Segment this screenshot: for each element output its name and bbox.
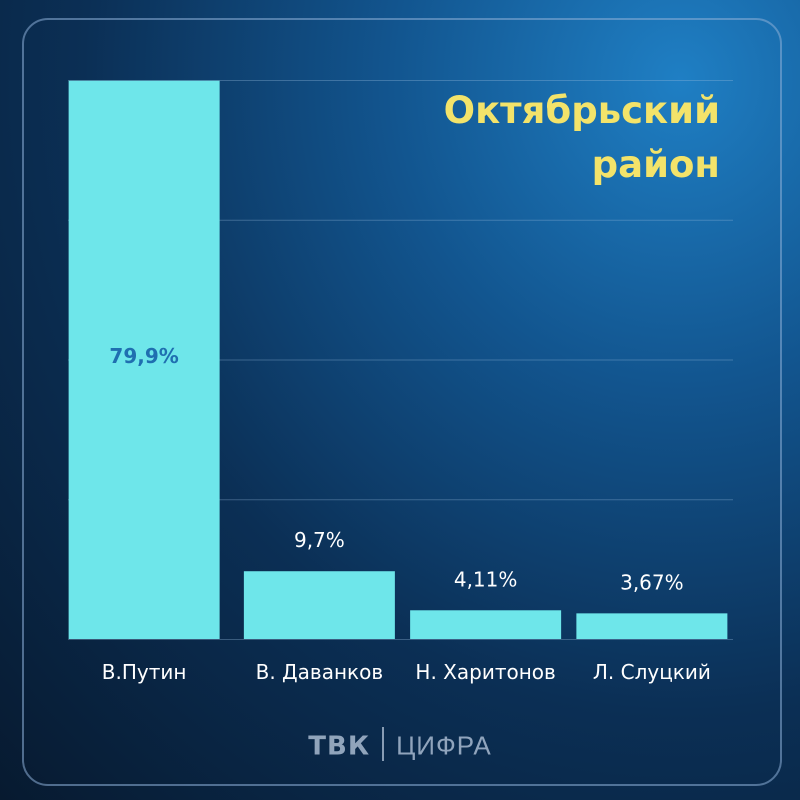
bar [68,80,220,640]
category-label: Л. Слуцкий [593,660,711,684]
logo-subtitle: ЦИФРА [396,730,492,761]
logo-brand: ТВК [308,731,371,762]
logo: ТВК ЦИФРА [0,727,800,764]
bar [410,610,562,639]
bar-value-label: 79,9% [109,344,178,368]
category-label: В. Даванков [256,660,384,684]
bar-value-label: 9,7% [294,528,345,552]
category-label: Н. Харитонов [415,660,555,684]
category-label: В.Путин [102,660,187,684]
logo-divider [382,727,385,761]
bar [243,571,395,639]
bar-value-label: 4,11% [454,567,518,591]
card-frame [22,18,782,786]
bar-value-label: 3,67% [620,570,684,594]
chart-title: Октябрьский район [443,89,720,186]
bar [576,613,728,639]
